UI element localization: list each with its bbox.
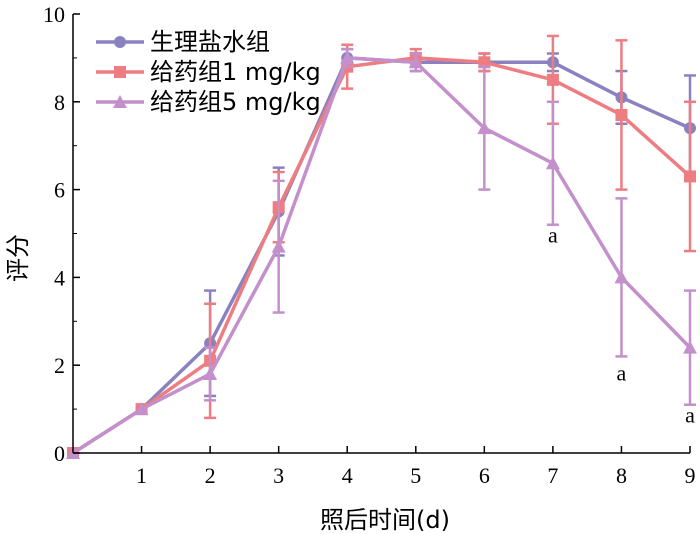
legend-label: 给药组1 mg/kg [150,58,321,86]
legend-marker [114,66,126,78]
significance-label: a [617,361,627,386]
series-line [72,56,692,455]
data-point [340,50,355,64]
x-tick-label: 2 [205,463,216,488]
legend-entry-3: 给药组5 mg/kg [96,88,321,116]
legend-entry-2: 给药组1 mg/kg [96,58,321,86]
series-3 [66,47,697,459]
data-point [546,73,559,86]
data-point [203,366,218,380]
x-tick-label: 6 [479,463,490,488]
x-tick-label: 5 [410,463,421,488]
significance-label: a [685,402,695,427]
data-point [683,340,697,354]
x-tick-label: 8 [616,463,627,488]
legend-label: 给药组5 mg/kg [150,88,321,116]
legend-label: 生理盐水组 [150,28,270,56]
data-point [614,270,629,284]
data-point [478,56,491,69]
y-tick-label: 2 [54,353,65,378]
y-tick-label: 6 [54,178,65,203]
data-point [615,108,628,121]
x-tick-label: 7 [547,463,558,488]
x-tick-label: 4 [342,463,353,488]
y-tick-label: 10 [43,2,65,27]
data-point [271,239,286,253]
x-tick-label: 3 [273,463,284,488]
series-layer [66,34,697,459]
data-point [545,156,560,170]
y-tick-label: 4 [54,265,65,290]
y-tick-label: 0 [54,441,65,466]
data-point [684,170,696,183]
legend-marker [113,95,127,108]
x-tick-label: 9 [685,463,696,488]
data-point [408,55,423,69]
significance-label: a [548,222,558,247]
y-axis-title: 评分 [4,234,32,282]
legend-entry-1: 生理盐水组 [96,28,270,56]
legend-marker [114,36,126,48]
y-tick-label: 8 [54,90,65,115]
data-point [477,121,492,135]
x-tick-label: 1 [136,463,147,488]
x-axis-title: 照后时间(d) [320,506,450,534]
annotation-layer: a a a [548,222,695,427]
data-point [134,402,149,416]
series-line [72,56,692,455]
